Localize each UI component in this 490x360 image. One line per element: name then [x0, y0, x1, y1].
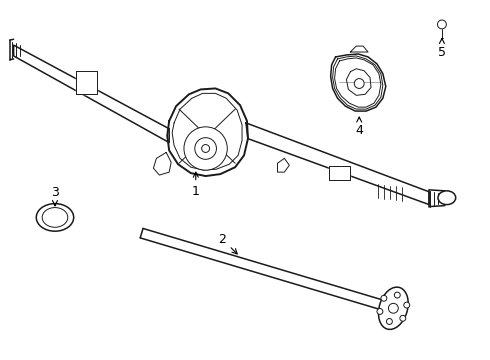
Polygon shape [14, 45, 169, 143]
Ellipse shape [438, 191, 456, 204]
Polygon shape [75, 71, 98, 94]
Ellipse shape [387, 319, 392, 324]
Ellipse shape [184, 127, 227, 170]
Ellipse shape [42, 208, 68, 227]
Polygon shape [153, 152, 171, 175]
Ellipse shape [400, 315, 406, 321]
Polygon shape [167, 89, 248, 176]
Ellipse shape [195, 138, 217, 159]
Polygon shape [277, 158, 289, 172]
Ellipse shape [378, 287, 408, 329]
Ellipse shape [438, 20, 446, 29]
Text: 3: 3 [51, 186, 59, 206]
Ellipse shape [36, 204, 74, 231]
Ellipse shape [354, 78, 364, 89]
Text: 4: 4 [355, 117, 363, 137]
Ellipse shape [202, 145, 210, 152]
Polygon shape [331, 54, 386, 111]
Ellipse shape [377, 309, 383, 314]
Polygon shape [329, 166, 350, 180]
Text: 5: 5 [438, 39, 446, 59]
Ellipse shape [404, 302, 410, 308]
Text: 2: 2 [219, 233, 237, 254]
Ellipse shape [381, 295, 387, 301]
Polygon shape [246, 123, 429, 204]
Ellipse shape [394, 292, 400, 298]
Polygon shape [350, 46, 368, 52]
Text: 1: 1 [192, 172, 200, 198]
Ellipse shape [389, 303, 398, 313]
